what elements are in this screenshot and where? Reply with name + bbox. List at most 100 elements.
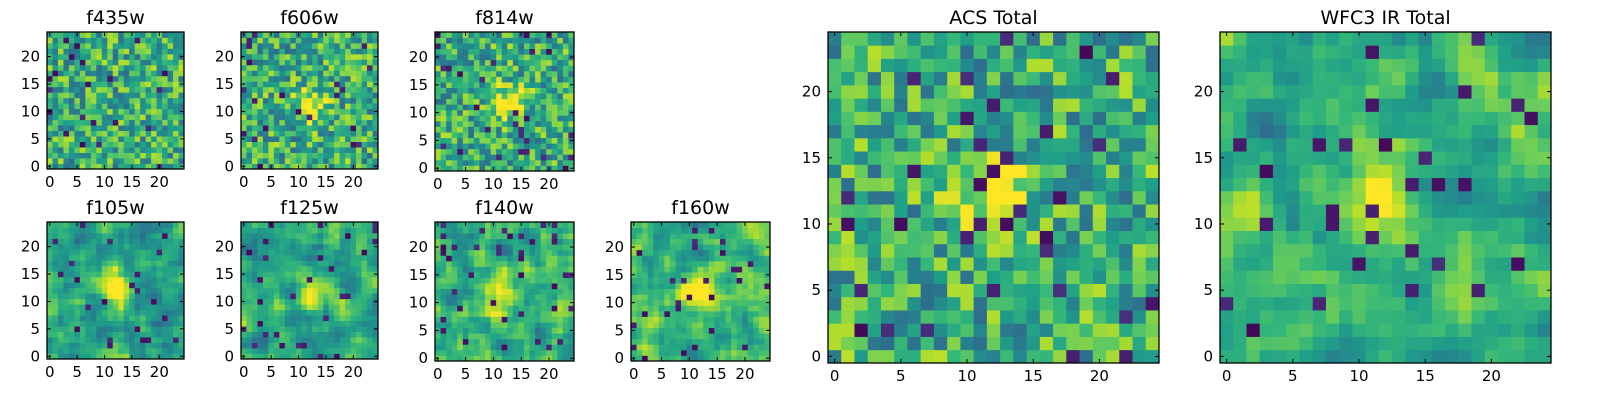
pixel-cell: [894, 151, 908, 165]
pixel-cell: [920, 257, 935, 271]
pixel-cell: [334, 222, 341, 228]
pixel-cell: [134, 337, 141, 343]
pixel-cell: [535, 316, 542, 323]
pixel-cell: [290, 130, 297, 137]
pixel-cell: [496, 227, 503, 234]
pixel-cell: [246, 271, 253, 278]
pixel-cell: [507, 227, 514, 234]
pixel-cell: [435, 159, 441, 166]
pixel-cell: [479, 87, 486, 94]
pixel-cell: [167, 114, 174, 121]
pixel-cell: [440, 344, 447, 351]
pixel-cell: [107, 243, 114, 250]
pixel-cell: [57, 298, 64, 305]
pixel-cell: [178, 48, 185, 55]
pixel-cell: [642, 244, 649, 251]
pixel-cell: [518, 288, 525, 295]
pixel-cell: [894, 58, 908, 73]
pixel-cell: [880, 283, 895, 298]
pixel-cell: [151, 136, 157, 142]
pixel-cell: [451, 59, 458, 66]
pixel-cell: [485, 37, 491, 44]
pixel-cell: [658, 238, 665, 245]
pixel-cell: [262, 254, 269, 261]
pixel-cell: [647, 277, 654, 284]
pixel-cell: [167, 304, 174, 311]
pixel-cell: [268, 348, 275, 354]
pixel-cell: [328, 249, 335, 256]
pixel-cell: [440, 322, 447, 329]
pixel-cell: [551, 238, 558, 245]
pixel-cell: [372, 276, 379, 283]
pixel-cell: [440, 104, 447, 111]
pixel-cell: [451, 70, 458, 77]
pixel-cell: [301, 86, 308, 93]
pixel-cell: [440, 82, 447, 88]
pixel-cell: [557, 327, 564, 334]
pixel-cell: [894, 137, 908, 152]
pixel-cell: [257, 331, 264, 338]
pixel-cell: [156, 342, 163, 349]
pixel-cell: [631, 283, 637, 290]
pixel-cell: [960, 217, 975, 231]
pixel-cell: [568, 143, 575, 150]
pixel-cell: [496, 222, 503, 228]
pixel-cell: [334, 42, 341, 49]
pixel-cell: [496, 159, 503, 166]
pixel-cell: [880, 336, 895, 351]
pixel-cell: [440, 137, 447, 144]
pixel-cell: [361, 243, 368, 250]
pixel-cell: [156, 254, 163, 261]
pixel-cell: [435, 260, 441, 267]
pixel-cell: [714, 277, 721, 284]
pixel-cell: [523, 327, 530, 334]
pixel-cell: [496, 355, 503, 362]
pixel-cell: [947, 124, 961, 139]
pixel-cell: [703, 260, 710, 267]
pixel-cell: [529, 294, 536, 301]
pixel-cell: [907, 164, 922, 179]
pixel-cell: [156, 136, 163, 142]
pixel-cell: [523, 266, 530, 273]
pixel-cell: [551, 148, 558, 155]
pixel-cell: [350, 271, 357, 278]
pixel-cell: [350, 92, 357, 99]
pixel-cell: [372, 32, 379, 38]
pixel-cell: [540, 277, 547, 284]
pixel-cell: [496, 266, 503, 273]
pixel-cell: [485, 260, 491, 267]
pixel-cell: [246, 249, 253, 256]
x-tick-label: 15: [512, 175, 531, 193]
pixel-cell: [642, 266, 649, 273]
pixel-cell: [241, 238, 247, 245]
pixel-cell: [284, 298, 291, 305]
pixel-cell: [708, 233, 715, 240]
pixel-cell: [719, 238, 726, 245]
pixel-cell: [446, 32, 453, 38]
pixel-cell: [933, 111, 948, 126]
pixel-cell: [90, 108, 97, 115]
pixel-cell: [306, 348, 313, 354]
pixel-cell: [557, 227, 564, 234]
pixel-cell: [273, 222, 280, 228]
pixel-cell: [557, 148, 564, 155]
pixel-cell: [714, 255, 721, 262]
pixel-cell: [647, 355, 654, 362]
pixel-cell: [118, 125, 125, 132]
pixel-cell: [451, 159, 458, 166]
pixel-cell: [568, 238, 575, 245]
pixel-cell: [112, 59, 119, 66]
pixel-cell: [262, 48, 269, 55]
pixel-cell: [551, 54, 558, 61]
pixel-cell: [736, 272, 743, 278]
pixel-cell: [451, 48, 458, 55]
pixel-cell: [920, 111, 935, 126]
pixel-cell: [345, 265, 351, 272]
pixel-cell: [535, 327, 542, 334]
pixel-cell: [284, 64, 291, 71]
pixel-cell: [356, 271, 362, 278]
pixel-cell: [290, 158, 297, 164]
pixel-cell: [920, 230, 935, 245]
pixel-cell: [63, 348, 70, 354]
